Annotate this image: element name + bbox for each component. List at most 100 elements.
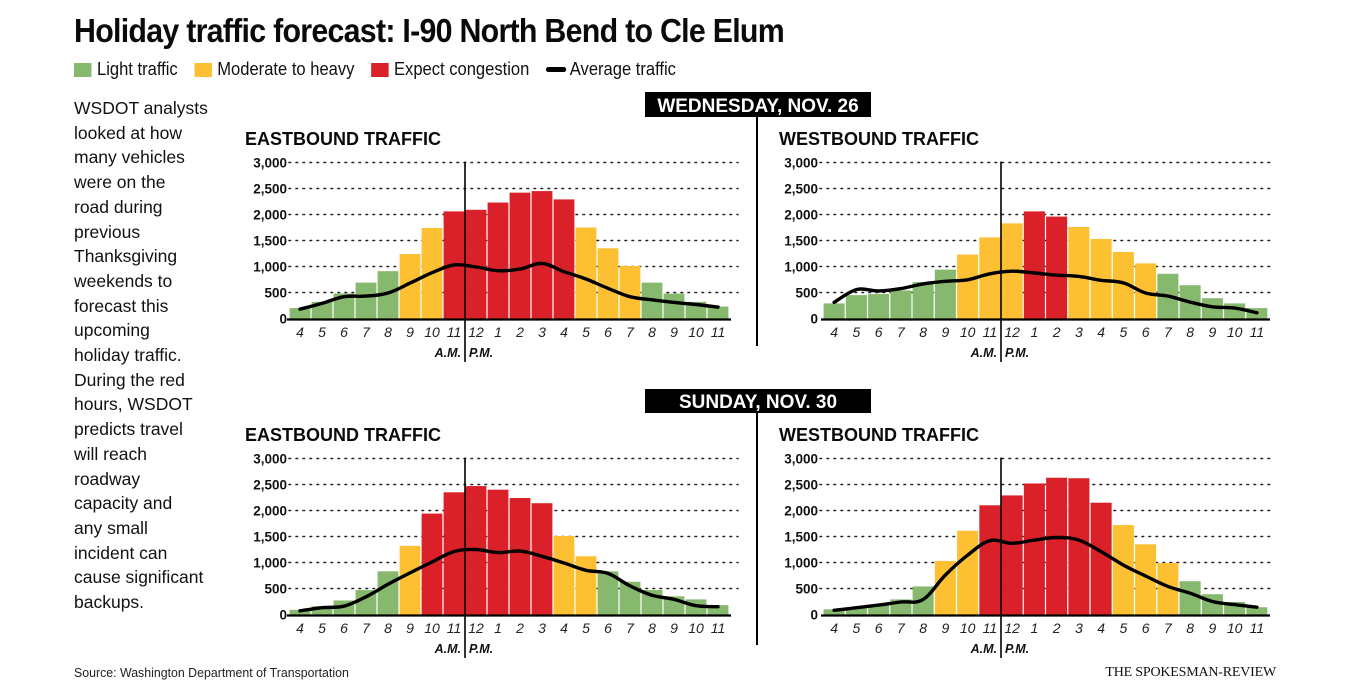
chart-title: EASTBOUND TRAFFIC (245, 129, 441, 149)
x-tick-label: 10 (688, 620, 704, 636)
bar-congestion (553, 199, 575, 319)
bar-congestion (1001, 495, 1023, 615)
x-tick-label: 9 (1208, 620, 1216, 636)
y-tick-label: 2,000 (253, 504, 287, 519)
bar-light (890, 290, 912, 319)
bar-moderate (597, 248, 619, 319)
day-label-wed: WEDNESDAY, NOV. 26 (657, 96, 858, 117)
x-tick-label: 9 (406, 620, 414, 636)
x-tick-label: 4 (296, 324, 304, 340)
x-tick-label: 1 (1030, 324, 1038, 340)
y-tick-label: 2,000 (784, 208, 818, 223)
x-tick-label: 11 (983, 620, 998, 636)
x-tick-label: 7 (362, 620, 371, 636)
x-tick-label: 4 (560, 324, 568, 340)
y-tick-label: 3,000 (784, 452, 818, 467)
intro-line: WSDOT analysts (74, 98, 208, 118)
x-tick-label: 9 (406, 324, 414, 340)
y-tick-label: 2,500 (784, 182, 818, 197)
pm-label: P.M. (469, 346, 493, 360)
chart-title: EASTBOUND TRAFFIC (245, 425, 441, 445)
intro-line: roadway (74, 468, 141, 489)
legend-line-average (545, 67, 567, 72)
bar-light (355, 590, 377, 615)
bar-light (845, 607, 867, 615)
y-tick-label: 3,000 (253, 156, 287, 171)
publisher-credit: THE SPOKESMAN-REVIEW (1105, 665, 1276, 680)
intro-line: hours, WSDOT (74, 394, 193, 415)
bar-congestion (1046, 477, 1068, 615)
bar-light (355, 282, 377, 319)
bar-moderate (957, 254, 979, 319)
x-tick-label: 11 (447, 620, 462, 636)
bar-light (663, 293, 685, 319)
bar-congestion (421, 513, 443, 615)
bar-congestion (1090, 502, 1112, 615)
x-tick-label: 5 (852, 324, 860, 340)
x-tick-label: 7 (897, 620, 906, 636)
x-tick-label: 9 (941, 620, 949, 636)
x-tick-label: 12 (1004, 324, 1020, 340)
bar-light (912, 282, 934, 319)
x-tick-label: 7 (362, 324, 371, 340)
x-tick-label: 9 (670, 324, 678, 340)
x-tick-label: 12 (468, 620, 484, 636)
x-tick-label: 6 (604, 324, 612, 340)
y-tick-label: 1,000 (253, 260, 287, 275)
average-traffic-line (832, 269, 1259, 315)
x-tick-label: 5 (318, 324, 326, 340)
x-tick-label: 9 (670, 620, 678, 636)
bar-light (707, 306, 729, 319)
legend: Light traffic Moderate to heavy Expect c… (74, 59, 693, 80)
legend-item-average: Average traffic (545, 59, 676, 80)
intro-line: capacity and (74, 493, 173, 514)
intro-line: holiday traffic. (74, 345, 182, 366)
y-tick-label: 1,500 (784, 530, 818, 545)
x-tick-label: 10 (424, 620, 440, 636)
x-tick-label: 6 (604, 620, 612, 636)
x-tick-label: 4 (560, 620, 568, 636)
bar-moderate (934, 560, 956, 615)
bar-congestion (531, 191, 553, 319)
bar-light (377, 271, 399, 319)
bar-congestion (531, 503, 553, 615)
intro-line: Thanksgiving (74, 246, 178, 267)
x-tick-label: 7 (897, 324, 906, 340)
x-tick-label: 8 (648, 620, 656, 636)
x-tick-label: 3 (538, 324, 546, 340)
x-tick-label: 7 (626, 324, 635, 340)
y-tick-label: 500 (795, 582, 818, 597)
x-tick-label: 8 (1186, 620, 1194, 636)
intro-line: cause significant (74, 567, 204, 588)
x-tick-label: 8 (384, 620, 392, 636)
x-tick-label: 8 (648, 324, 656, 340)
bar-moderate (619, 265, 641, 319)
x-tick-label: 6 (1142, 324, 1150, 340)
bar-congestion (487, 202, 509, 319)
bar-light (1179, 581, 1201, 615)
x-tick-label: 5 (1119, 324, 1127, 340)
bar-light (934, 269, 956, 319)
x-tick-label: 11 (447, 324, 462, 340)
intro-line: upcoming (74, 320, 150, 341)
x-tick-label: 6 (875, 620, 883, 636)
bar-congestion (509, 498, 531, 615)
intro-line: forecast this (74, 295, 169, 316)
x-tick-label: 10 (960, 620, 976, 636)
bar-light (333, 293, 355, 319)
x-tick-label: 2 (1052, 324, 1061, 340)
intro-line: incident can (74, 542, 168, 563)
y-tick-label: 500 (795, 286, 818, 301)
legend-label: Average traffic (569, 59, 676, 79)
x-tick-label: 1 (494, 620, 502, 636)
x-tick-label: 11 (711, 324, 726, 340)
chart-title: WESTBOUND TRAFFIC (779, 425, 979, 445)
x-tick-label: 3 (1075, 620, 1083, 636)
chart-wed-westbound: WESTBOUND TRAFFIC 0 500 1,000 1,500 2,000 2,50… (779, 129, 1273, 362)
y-tick-label: 2,500 (253, 478, 287, 493)
x-tick-label: 2 (515, 324, 524, 340)
x-tick-label: 4 (296, 620, 304, 636)
bar-moderate (1112, 525, 1134, 615)
intro-line: predicts travel (74, 419, 183, 440)
